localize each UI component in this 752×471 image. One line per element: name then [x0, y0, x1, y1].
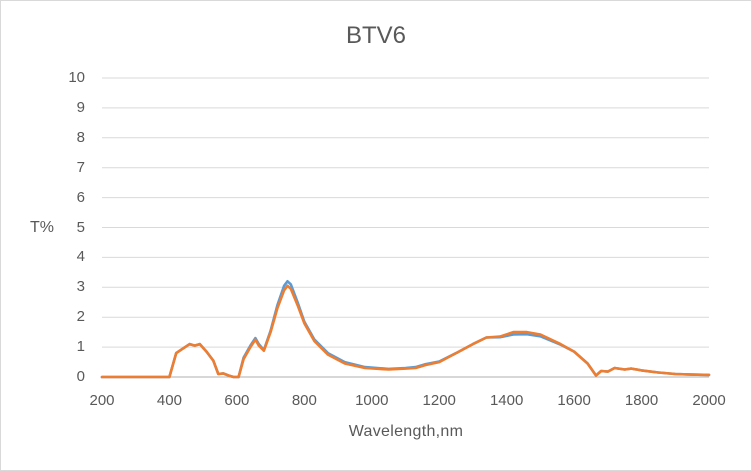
y-tick-label: 7 [76, 158, 85, 176]
x-tick-label: 1200 [422, 392, 456, 409]
x-tick-label: 600 [224, 392, 250, 409]
x-tick-label: 1800 [624, 392, 659, 409]
x-tick-label: 400 [156, 392, 182, 409]
x-tick-label: 1400 [489, 392, 524, 409]
y-tick-label: 8 [76, 128, 85, 146]
series-lines [100, 279, 711, 379]
y-tick-label: 1 [76, 338, 85, 356]
series-line-1 [100, 279, 711, 379]
x-tick-label: 1000 [355, 392, 389, 409]
chart-title: BTV6 [345, 22, 407, 49]
gridlines [102, 77, 709, 348]
x-tick-label: 1600 [557, 392, 591, 409]
y-tick-label: 9 [76, 98, 85, 116]
y-tick-label: 6 [76, 188, 85, 206]
y-tick-label: 2 [76, 308, 85, 326]
x-tick-label: 800 [291, 392, 317, 409]
y-tick-label: 4 [76, 248, 85, 266]
y-tick-label: 5 [76, 218, 85, 236]
y-axis-label: T% [30, 219, 54, 236]
y-tick-label: 10 [68, 69, 85, 86]
series-line-2 [100, 284, 711, 379]
x-tick-label: 2000 [692, 392, 726, 409]
x-axis-label: Wavelength,nm [348, 423, 464, 440]
y-tick-label: 0 [76, 368, 85, 385]
x-tick-label: 200 [89, 392, 115, 409]
y-tick-label: 3 [76, 278, 85, 296]
